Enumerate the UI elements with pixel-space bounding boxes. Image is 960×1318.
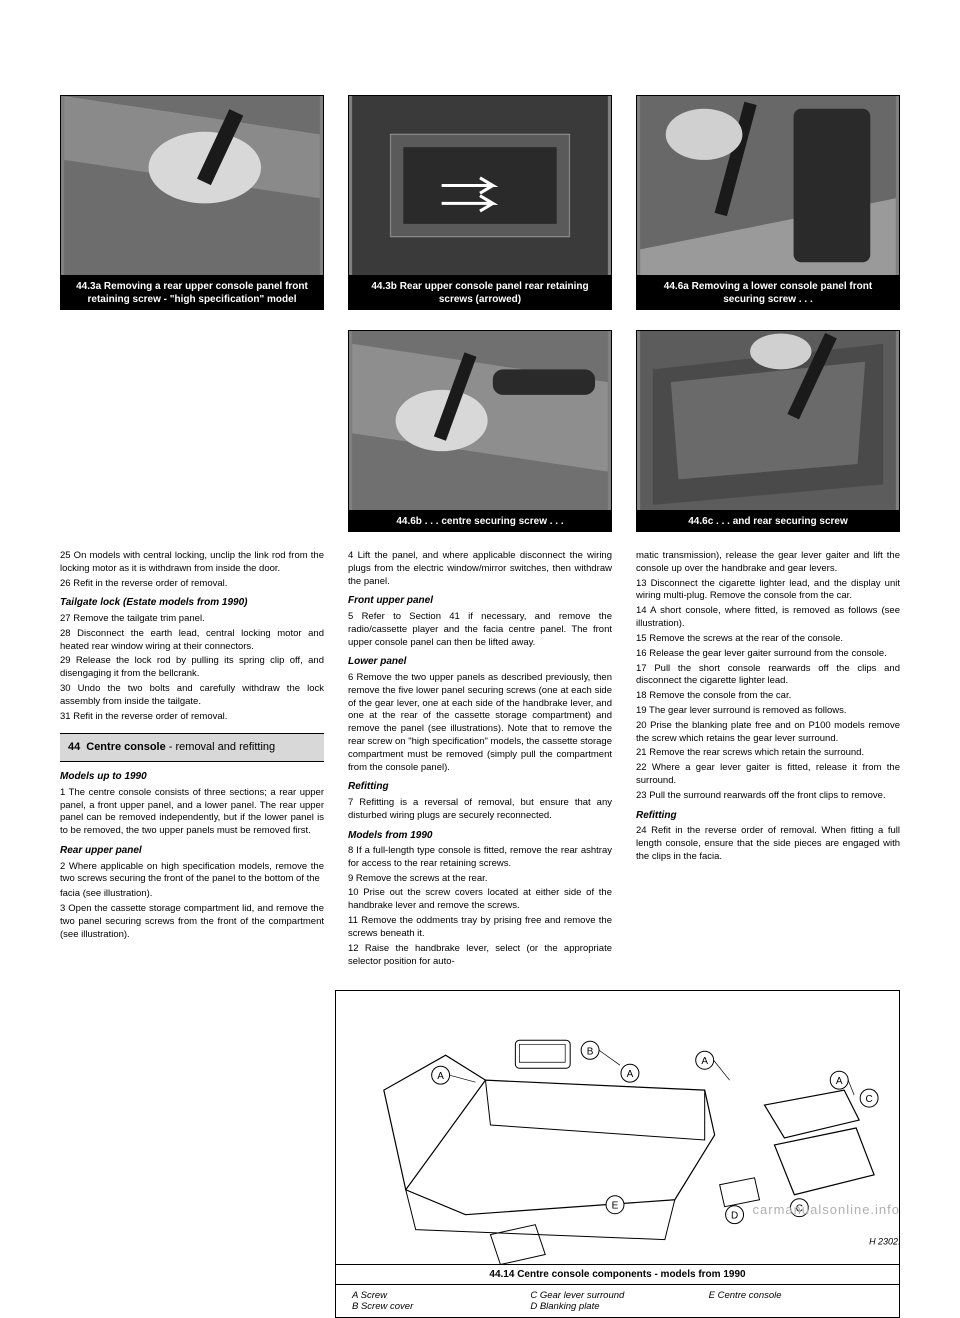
photo-4 — [348, 330, 612, 511]
para-5: 5 Refer to Section 41 if necessary, and … — [348, 611, 612, 649]
subhead-models-upto-1990: Models up to 1990 — [60, 770, 324, 784]
photo-item-1: 44.3a Removing a rear upper console pane… — [60, 95, 324, 310]
para-6: 6 Remove the two upper panels as describ… — [348, 672, 612, 775]
para-24: 24 Refit in the reverse order of removal… — [636, 825, 900, 863]
para-20: 20 Prise the blanking plate free and on … — [636, 720, 900, 746]
para-13: 13 Disconnect the cigarette lighter lead… — [636, 578, 900, 604]
para-14: 14 A short console, where fitted, is rem… — [636, 605, 900, 631]
subhead-front-upper: Front upper panel — [348, 594, 612, 608]
para-23: 23 Pull the surround rearwards off the f… — [636, 790, 900, 803]
diagram-caption-block: 44.14 Centre console components - models… — [335, 1265, 900, 1318]
para-27: 27 Remove the tailgate trim panel. — [60, 613, 324, 626]
diagram-legend: A Screw B Screw cover C Gear lever surro… — [336, 1285, 899, 1317]
section-title-main: Centre console — [86, 741, 165, 753]
photo-item-3: 44.6a Removing a lower console panel fro… — [636, 95, 900, 310]
photo-3-caption: 44.6a Removing a lower console panel fro… — [636, 276, 900, 310]
para-11: 11 Remove the oddments tray by prising f… — [348, 915, 612, 941]
subhead-models-from-1990: Models from 1990 — [348, 829, 612, 843]
para-30: 30 Undo the two bolts and carefully with… — [60, 683, 324, 709]
column-2: 4 Lift the panel, and where applicable d… — [348, 550, 612, 970]
para-16: 16 Release the gear lever gaiter surroun… — [636, 648, 900, 661]
para-3: 3 Open the cassette storage compartment … — [60, 903, 324, 941]
photo-1-svg — [61, 96, 323, 275]
svg-text:D: D — [731, 1211, 738, 1222]
legend-e: E Centre console — [709, 1290, 883, 1301]
photo-2-caption: 44.3b Rear upper console panel rear reta… — [348, 276, 612, 310]
para-19: 19 The gear lever surround is removed as… — [636, 705, 900, 718]
svg-text:B: B — [587, 1047, 594, 1058]
subhead-tailgate: Tailgate lock (Estate models from 1990) — [60, 596, 324, 610]
para-22: 22 Where a gear lever gaiter is fitted, … — [636, 762, 900, 788]
section-title-sub: - removal and refitting — [166, 741, 275, 753]
para-28: 28 Disconnect the earth lead, central lo… — [60, 628, 324, 654]
photo-item-5: 44.6c . . . and rear securing screw — [636, 330, 900, 532]
photo-row-1: 44.3a Removing a rear upper console pane… — [60, 95, 900, 310]
subhead-refitting-2: Refitting — [636, 809, 900, 823]
column-1: 25 On models with central locking, uncli… — [60, 550, 324, 970]
photo-5 — [636, 330, 900, 511]
photo-item-2: 44.3b Rear upper console panel rear reta… — [348, 95, 612, 310]
photo-3 — [636, 95, 900, 276]
para-21: 21 Remove the rear screws which retain t… — [636, 747, 900, 760]
photo-3-svg — [637, 96, 899, 275]
para-12b: matic transmission), release the gear le… — [636, 550, 900, 576]
svg-text:A: A — [701, 1057, 708, 1068]
photo-1 — [60, 95, 324, 276]
subhead-refitting-1: Refitting — [348, 780, 612, 794]
section-num: 44 — [68, 740, 80, 755]
para-10: 10 Prise out the screw covers located at… — [348, 887, 612, 913]
para-26: 26 Refit in the reverse order of removal… — [60, 578, 324, 591]
legend-b: B Screw cover — [352, 1301, 526, 1312]
para-12: 12 Raise the handbrake lever, select (or… — [348, 943, 612, 969]
svg-text:A: A — [627, 1069, 634, 1080]
section-44-header: 44 Centre console - removal and refittin… — [60, 733, 324, 762]
svg-text:E: E — [612, 1201, 619, 1212]
subhead-lower: Lower panel — [348, 655, 612, 669]
legend-d: D Blanking plate — [530, 1301, 704, 1312]
para-8: 8 If a full-length type console is fitte… — [348, 845, 612, 871]
para-9: 9 Remove the screws at the rear. — [348, 873, 612, 886]
para-4: 4 Lift the panel, and where applicable d… — [348, 550, 612, 588]
para-31: 31 Refit in the reverse order of removal… — [60, 711, 324, 724]
para-7: 7 Refitting is a reversal of removal, bu… — [348, 797, 612, 823]
para-15: 15 Remove the screws at the rear of the … — [636, 633, 900, 646]
diagram-title: 44.14 Centre console components - models… — [336, 1265, 899, 1285]
photo-5-svg — [637, 331, 899, 510]
photo-row-2: 44.6b . . . centre securing screw . . . … — [60, 330, 900, 532]
photo-2-svg — [349, 96, 611, 275]
svg-text:A: A — [836, 1076, 843, 1087]
photo-4-svg — [349, 331, 611, 510]
para-17: 17 Pull the short console rearwards off … — [636, 663, 900, 689]
svg-text:A: A — [437, 1071, 444, 1082]
para-1: 1 The centre console consists of three s… — [60, 787, 324, 838]
diagram-area: A B A A A C C D E H 23021 44.14 Centre c… — [60, 990, 900, 1318]
photo-1-caption: 44.3a Removing a rear upper console pane… — [60, 276, 324, 310]
subhead-rear-upper: Rear upper panel — [60, 844, 324, 858]
diagram-sig: H 23021 — [869, 1237, 899, 1247]
para-2b: facia (see illustration). — [60, 888, 324, 901]
para-25: 25 On models with central locking, uncli… — [60, 550, 324, 576]
legend-a: A Screw — [352, 1290, 526, 1301]
photo-5-caption: 44.6c . . . and rear securing screw — [636, 511, 900, 532]
para-29: 29 Release the lock rod by pulling its s… — [60, 655, 324, 681]
legend-c: C Gear lever surround — [530, 1290, 704, 1301]
diagram-svg: A B A A A C C D E H 23021 — [336, 990, 899, 1265]
photo-4-caption: 44.6b . . . centre securing screw . . . — [348, 511, 612, 532]
watermark: carmanualsonline.info — [753, 1202, 900, 1217]
para-2: 2 Where applicable on high specification… — [60, 861, 324, 887]
photo-2 — [348, 95, 612, 276]
para-18: 18 Remove the console from the car. — [636, 690, 900, 703]
photo-item-4: 44.6b . . . centre securing screw . . . — [348, 330, 612, 532]
diagram-box: A B A A A C C D E H 23021 — [335, 990, 900, 1265]
svg-text:C: C — [866, 1094, 873, 1105]
text-columns: 25 On models with central locking, uncli… — [60, 550, 900, 970]
page-container: 44.3a Removing a rear upper console pane… — [0, 0, 960, 1235]
column-3: matic transmission), release the gear le… — [636, 550, 900, 970]
